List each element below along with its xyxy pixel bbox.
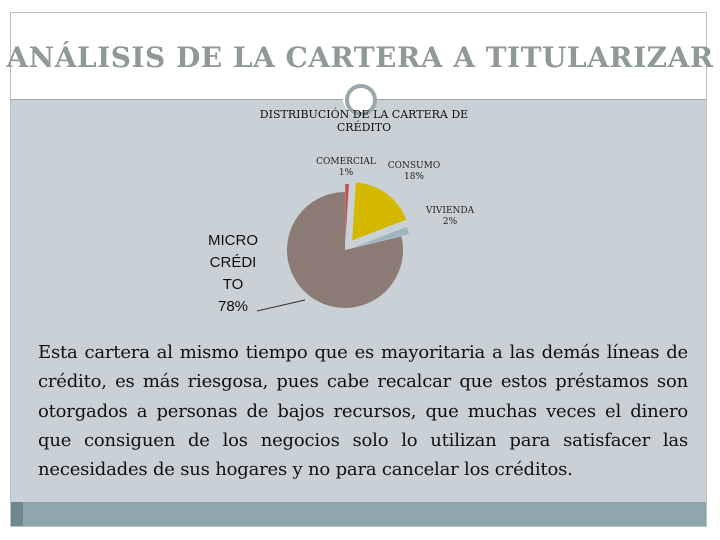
pie-slice-consumo: [352, 182, 407, 241]
slice-value-vivienda: 2%: [442, 217, 458, 227]
ring-ornament-icon: [345, 84, 377, 116]
footer-accent: [11, 502, 23, 526]
slide-frame: [10, 12, 707, 527]
slice-name-comercial: COMERCIAL: [316, 157, 376, 167]
pie-slice-comercial: [345, 184, 349, 243]
slice-name-consumo: CONSUMO: [387, 161, 441, 171]
slice-label-comercial: COMERCIAL 1%: [313, 157, 379, 179]
footer-bar: [11, 502, 706, 526]
slice-label-vivienda: VIVIENDA 2%: [424, 206, 476, 228]
slice-label-consumo: CONSUMO 18%: [386, 161, 442, 183]
slice-value-comercial: 1%: [338, 168, 354, 178]
slice-value-consumo: 18%: [403, 172, 424, 182]
slice-label-microcredito: MICRO CRÉDI TO 78%: [198, 230, 268, 318]
slice-value-microcredito: 78%: [217, 298, 249, 315]
body-paragraph: Esta cartera al mismo tiempo que es mayo…: [38, 342, 688, 481]
pie-slice-microcredito: [287, 192, 404, 308]
leader-line-microcredito: [256, 299, 306, 312]
chart-title: DISTRIBUCIÓN DE LA CARTERA DE CRÉDITO: [259, 108, 469, 134]
pie-slice-vivienda: [352, 226, 410, 248]
slide-title: ANÁLISIS DE LA CARTERA A TITULARIZAR: [6, 41, 714, 74]
slice-name-vivienda: VIVIENDA: [425, 206, 475, 216]
slice-name-microcredito: MICRO CRÉDI TO: [208, 232, 258, 293]
